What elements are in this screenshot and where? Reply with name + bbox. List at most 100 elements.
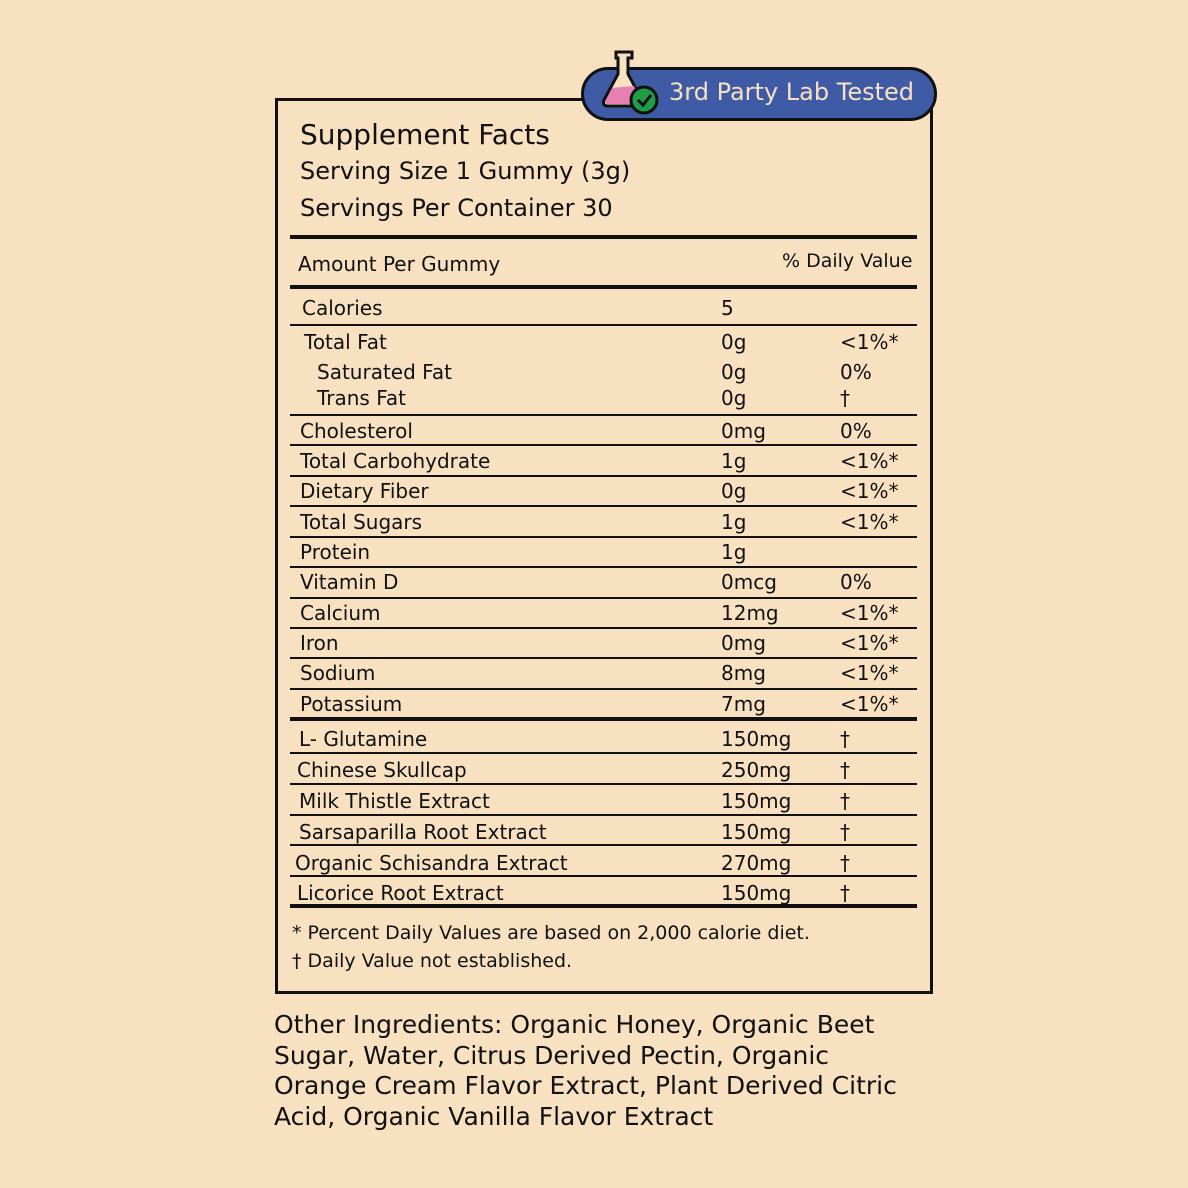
nutrient-amount: 150mg: [721, 789, 792, 813]
nutrient-row: Trans Fat 0g †: [0, 386, 1188, 416]
nutrient-name: Calories: [302, 296, 383, 320]
row-divider: [290, 783, 917, 785]
nutrient-dv: †: [840, 727, 850, 751]
nutrient-row: L- Glutamine 150mg †: [0, 727, 1188, 757]
daily-value-header: % Daily Value: [782, 250, 913, 272]
nutrient-amount: 7mg: [721, 692, 766, 716]
nutrient-row: Milk Thistle Extract 150mg †: [0, 789, 1188, 819]
nutrient-dv: 0%: [840, 570, 872, 594]
divider: [290, 285, 917, 289]
nutrient-dv: †: [840, 820, 850, 844]
row-divider: [290, 752, 917, 754]
nutrient-name: Trans Fat: [317, 386, 406, 410]
nutrient-amount: 5: [721, 296, 734, 320]
nutrient-dv: †: [840, 386, 850, 410]
nutrient-amount: 0g: [721, 386, 747, 410]
lab-flask-check-icon: [602, 50, 659, 115]
nutrient-amount: 250mg: [721, 758, 792, 782]
nutrient-dv: <1%*: [840, 330, 899, 354]
nutrient-dv: <1%*: [840, 449, 899, 473]
nutrient-row: Calcium 12mg <1%*: [0, 601, 1188, 631]
lab-tested-badge: 3rd Party Lab Tested: [581, 50, 937, 121]
row-divider: [290, 505, 917, 507]
row-divider: [290, 844, 917, 846]
nutrient-amount: 0mcg: [721, 570, 777, 594]
nutrient-row: Dietary Fiber 0g <1%*: [0, 479, 1188, 509]
nutrient-row: Total Carbohydrate 1g <1%*: [0, 449, 1188, 479]
divider: [290, 235, 917, 239]
nutrient-row: Protein 1g: [0, 540, 1188, 570]
nutrient-dv: <1%*: [840, 692, 899, 716]
footnote-daily-values: * Percent Daily Values are based on 2,00…: [292, 922, 810, 944]
row-divider: [290, 657, 917, 659]
nutrient-name: Vitamin D: [300, 570, 399, 594]
nutrient-dv: <1%*: [840, 601, 899, 625]
nutrient-dv: †: [840, 881, 850, 905]
nutrient-row: Organic Schisandra Extract 270mg †: [0, 851, 1188, 881]
nutrient-dv: <1%*: [840, 479, 899, 503]
row-divider: [290, 536, 917, 538]
nutrient-amount: 0g: [721, 360, 747, 384]
nutrient-row: Total Sugars 1g <1%*: [0, 510, 1188, 540]
nutrient-row: Vitamin D 0mcg 0%: [0, 570, 1188, 600]
row-divider: [290, 875, 917, 877]
serving-size: Serving Size 1 Gummy (3g): [300, 157, 631, 185]
row-divider: [290, 688, 917, 690]
nutrient-row: Sarsaparilla Root Extract 150mg †: [0, 820, 1188, 850]
amount-per-header: Amount Per Gummy: [298, 252, 501, 276]
row-divider: [290, 566, 917, 568]
nutrient-amount: 0g: [721, 479, 747, 503]
nutrient-amount: 0mg: [721, 419, 766, 443]
other-ingredients: Other Ingredients: Organic Honey, Organi…: [274, 1010, 897, 1131]
nutrient-amount: 150mg: [721, 727, 792, 751]
nutrient-dv: †: [840, 758, 850, 782]
nutrient-name: Licorice Root Extract: [297, 881, 504, 905]
nutrient-name: L- Glutamine: [299, 727, 428, 751]
nutrient-dv: 0%: [840, 360, 872, 384]
nutrient-amount: 12mg: [721, 601, 779, 625]
nutrient-name: Dietary Fiber: [300, 479, 429, 503]
nutrient-name: Total Fat: [304, 330, 387, 354]
nutrient-dv: <1%*: [840, 631, 899, 655]
nutrient-amount: 1g: [721, 449, 747, 473]
nutrient-dv: <1%*: [840, 661, 899, 685]
nutrient-name: Protein: [300, 540, 371, 564]
nutrient-row: Potassium 7mg <1%*: [0, 692, 1188, 722]
nutrient-name: Chinese Skullcap: [297, 758, 467, 782]
nutrient-row: Calories 5: [0, 296, 1188, 326]
nutrient-name: Total Sugars: [300, 510, 423, 534]
nutrient-amount: 0mg: [721, 631, 766, 655]
panel-title: Supplement Facts: [300, 118, 550, 151]
nutrient-row: Saturated Fat 0g 0%: [0, 360, 1188, 390]
nutrient-dv: <1%*: [840, 510, 899, 534]
nutrient-name: Milk Thistle Extract: [299, 789, 490, 813]
row-divider: [290, 324, 917, 326]
nutrient-row: Licorice Root Extract 150mg †: [0, 881, 1188, 911]
row-divider: [290, 597, 917, 599]
nutrient-dv: †: [840, 851, 850, 875]
nutrient-amount: 8mg: [721, 661, 766, 685]
nutrient-name: Cholesterol: [300, 419, 413, 443]
nutrient-name: Sodium: [300, 661, 376, 685]
nutrient-row: Sodium 8mg <1%*: [0, 661, 1188, 691]
nutrient-name: Organic Schisandra Extract: [295, 851, 568, 875]
nutrient-dv: 0%: [840, 419, 872, 443]
row-divider: [290, 627, 917, 629]
row-divider: [290, 814, 917, 816]
row-divider: [290, 717, 917, 721]
nutrient-amount: 150mg: [721, 820, 792, 844]
nutrient-row: Iron 0mg <1%*: [0, 631, 1188, 661]
nutrient-amount: 270mg: [721, 851, 792, 875]
nutrient-name: Potassium: [300, 692, 403, 716]
row-divider: [290, 444, 917, 446]
nutrient-name: Total Carbohydrate: [300, 449, 491, 473]
badge-label: 3rd Party Lab Tested: [669, 78, 914, 106]
nutrient-row: Cholesterol 0mg 0%: [0, 419, 1188, 449]
row-divider: [290, 475, 917, 477]
nutrient-amount: 0g: [721, 330, 747, 354]
nutrient-dv: †: [840, 789, 850, 813]
nutrient-name: Calcium: [300, 601, 381, 625]
nutrient-row: Total Fat 0g <1%*: [0, 330, 1188, 360]
row-divider: [290, 904, 917, 908]
